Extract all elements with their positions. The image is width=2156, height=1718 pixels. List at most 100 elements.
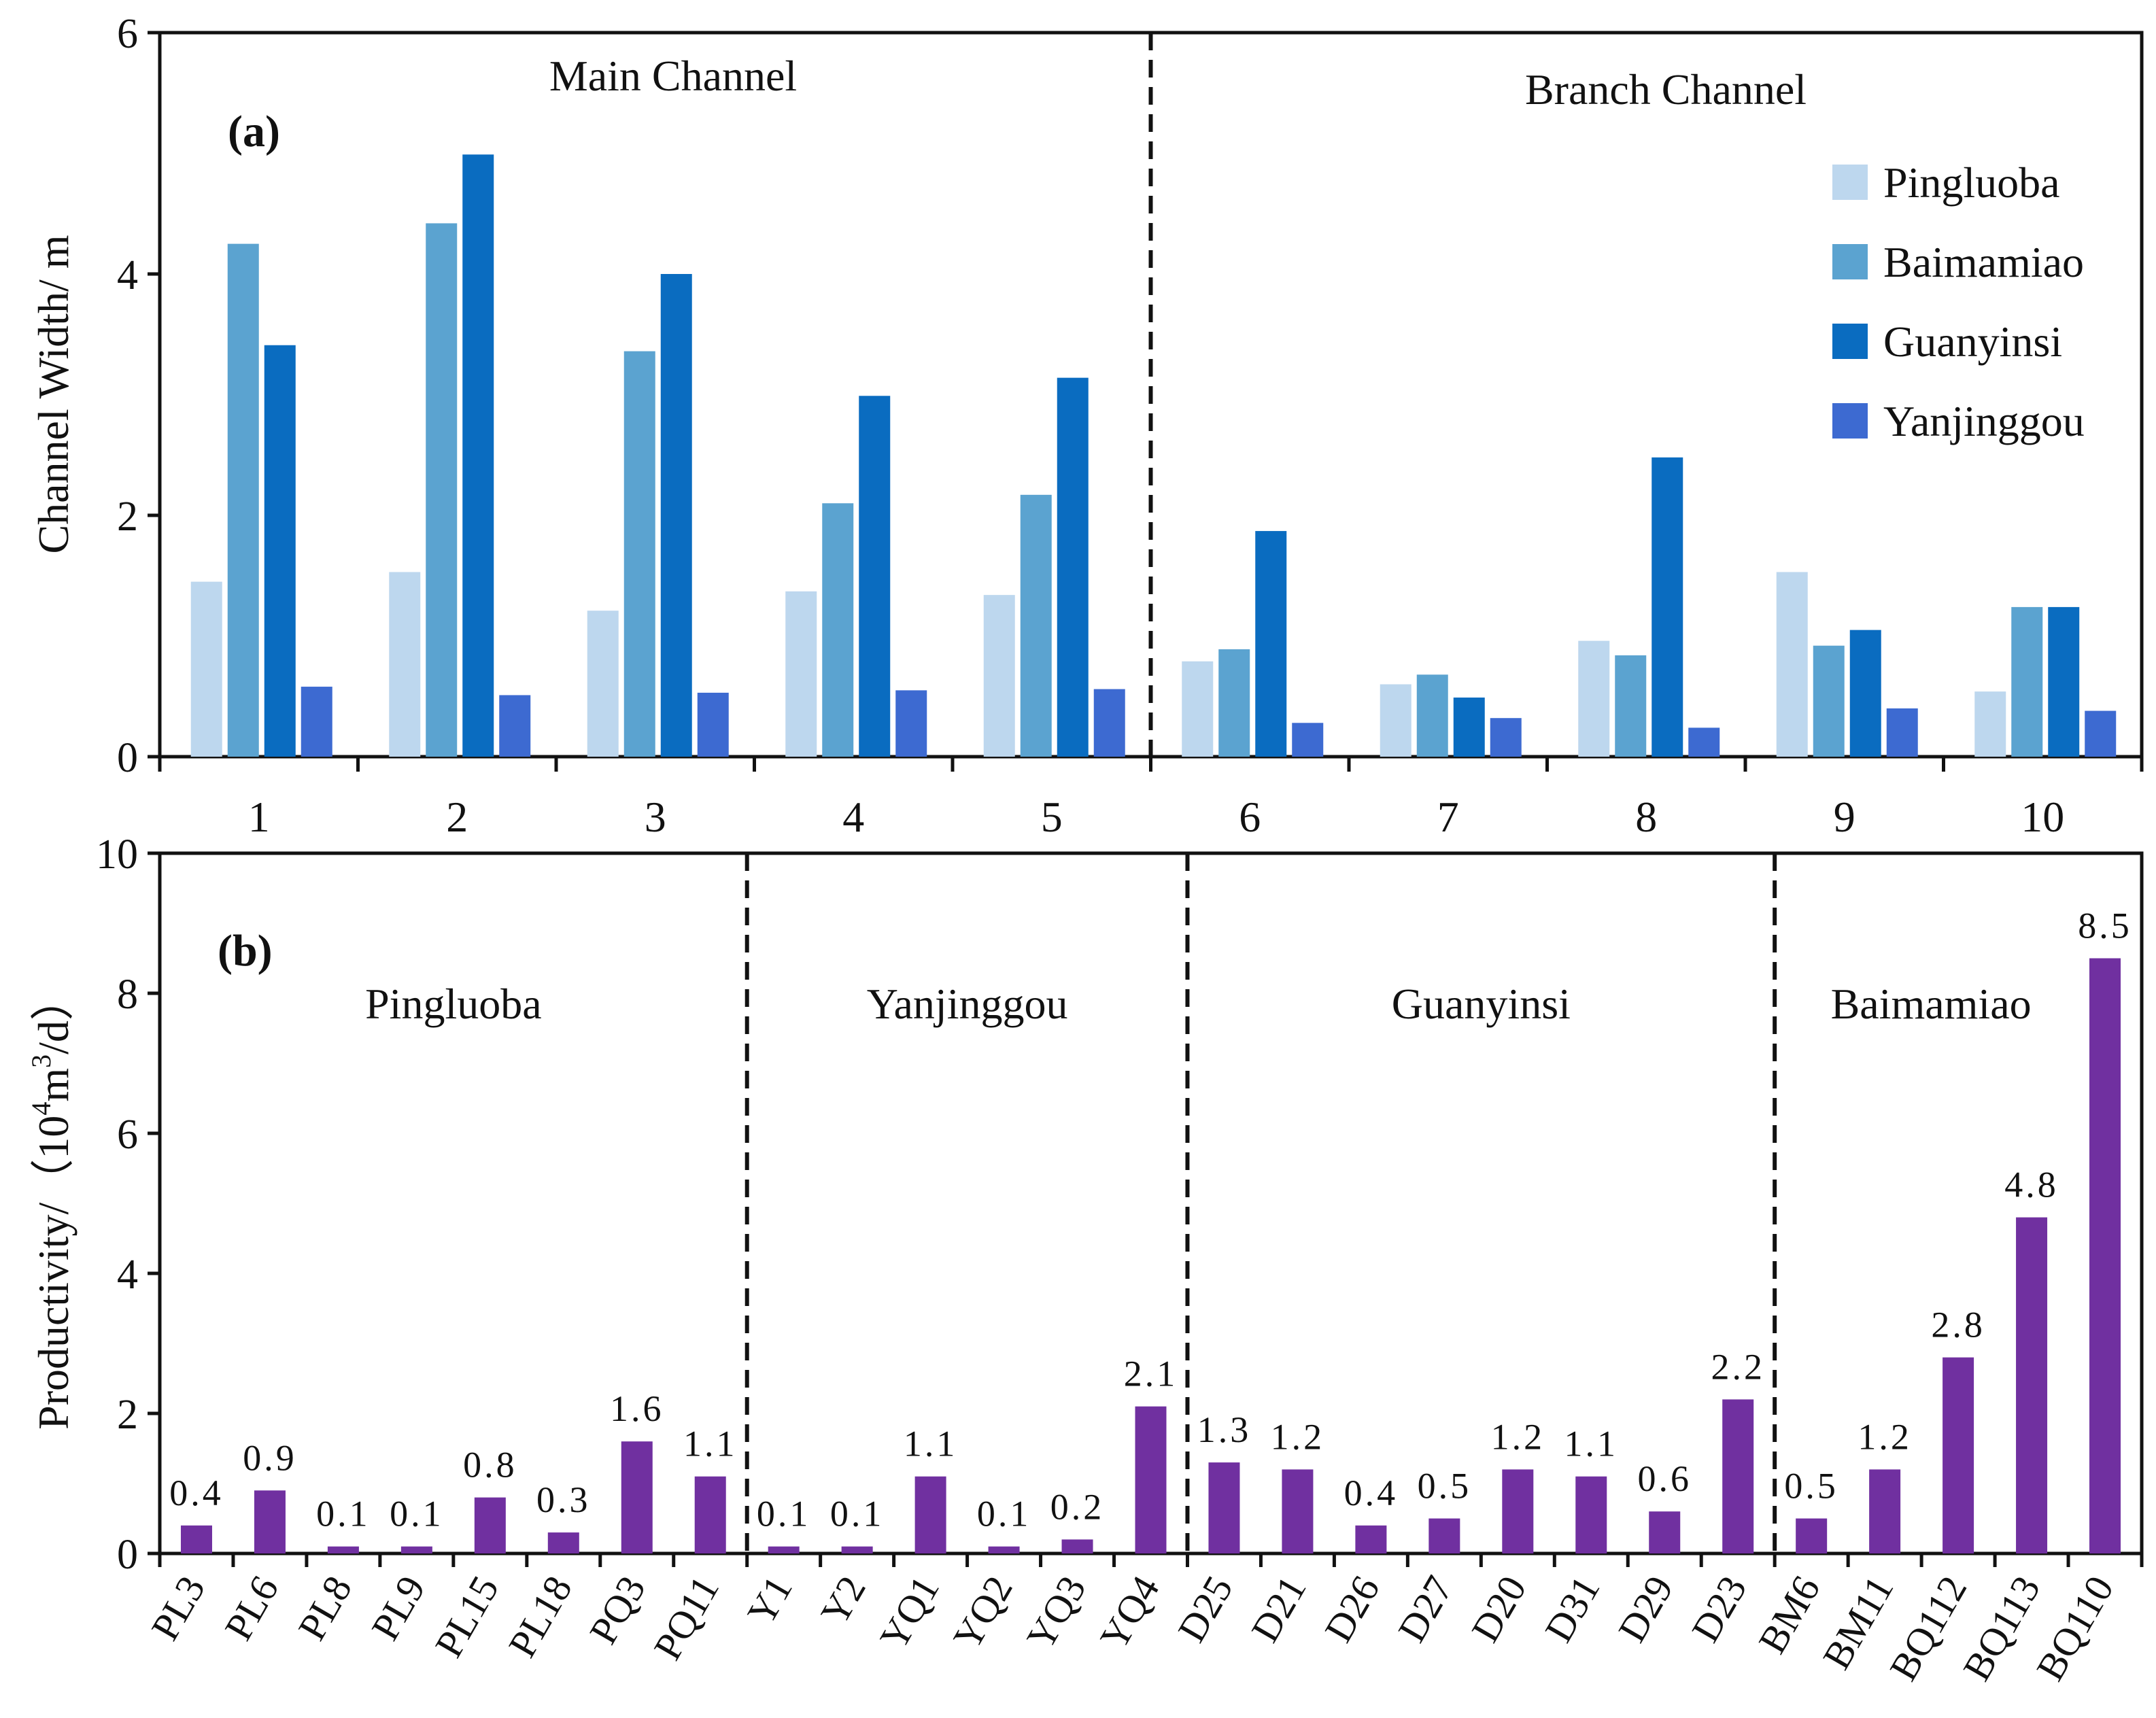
panel-a-bar-baimamiao-5 [1020,494,1052,757]
panel-b-bar-YQ3 [1061,1539,1093,1553]
panel-b-data-label-BM11: 1.2 [1858,1416,1912,1457]
panel-a-x-tick-label: 1 [248,793,270,841]
panel-b-bar-PL8 [327,1546,359,1553]
panel-a-bar-baimamiao-7 [1416,674,1448,757]
panel-b-x-tick-label-D25: D25 [1169,1568,1241,1649]
panel-b-bar-D20 [1502,1469,1534,1553]
panel-b-bar-D26 [1355,1525,1387,1553]
panel-b-y-tick-label: 2 [117,1392,138,1438]
panel-b-x-tick-label-PQ11: PQ11 [645,1568,728,1667]
panel-b-y-tick-label: 10 [96,831,138,878]
panel-b-x-tick-label-D23: D23 [1683,1568,1755,1649]
panel-b-x-tick-label-D29: D29 [1609,1568,1681,1649]
panel-a-x-tick-label: 9 [1834,793,1855,841]
legend-swatch-pingluoba [1832,165,1868,200]
panel-b-data-label-D27: 0.5 [1418,1466,1472,1507]
panel-b-data-label-YQ2: 0.1 [977,1494,1031,1534]
panel-b-data-label-D26: 0.4 [1344,1473,1399,1513]
panel-a-bar-pingluoba-5 [983,595,1015,757]
panel-a-bar-baimamiao-1 [227,243,259,757]
panel-b-bar-BM11 [1869,1469,1901,1553]
panel-b-data-label-BM6: 0.5 [1784,1466,1838,1507]
panel-b-bar-YQ4 [1135,1406,1167,1553]
panel-b-x-tick-label-PL8: PL8 [290,1568,361,1647]
panel-b-x-tick-label-PQ3: PQ3 [581,1568,654,1651]
panel-a-bar-guanyinsi-3 [660,274,692,757]
panel-a-marks: 0 2 4 6 1 2 3 4 5 6 7 8 9 10 [117,11,2144,841]
panel-b-bar-PL9 [400,1546,432,1553]
panel-b-data-label-D29: 0.6 [1637,1458,1692,1499]
panel-b-x-tick-label-PL6: PL6 [216,1568,288,1647]
panel-b-productivity-chart: 0 2 4 6 8 10 0.4 PL3 0.9 PL6 0.1 PL8 0.1 PL9 0.8 PL15 0.… [26,831,2144,1688]
panel-a-bar-yanjinggou-4 [895,690,927,757]
panel-a-bar-guanyinsi-6 [1255,531,1287,757]
panel-b-x-tick-label-YQ4: YQ4 [1091,1568,1168,1657]
panel-b-bar-PL3 [180,1525,212,1553]
panel-b-x-tick-label-YQ2: YQ2 [944,1568,1021,1657]
panel-b-data-label-BQ113: 4.8 [2004,1165,2059,1205]
panel-a-bar-pingluoba-1 [190,581,222,757]
panel-b-bar-D25 [1208,1462,1240,1553]
panel-a-y-tick-label: 6 [117,11,138,57]
panel-b-x-tick-label-PL9: PL9 [362,1568,434,1647]
panel-b-bar-D27 [1428,1518,1460,1553]
panel-b-bar-PQ3 [621,1441,653,1553]
panel-b-data-label-YQ3: 0.2 [1050,1486,1105,1527]
panel-a-y-tick-label: 0 [117,735,138,781]
panel-a-bar-pingluoba-10 [1974,691,2006,757]
panel-b-bar-D21 [1282,1469,1314,1553]
panel-a-bar-yanjinggou-6 [1292,723,1324,757]
panel-a-x-tick-label: 5 [1041,793,1063,841]
panel-b-label: (b) [218,926,273,976]
panel-b-bar-BQ112 [1943,1357,1974,1553]
legend-swatch-yanjinggou [1832,403,1868,439]
panel-a-bar-baimamiao-10 [2011,606,2043,757]
panel-b-data-label-YQ4: 2.1 [1124,1354,1178,1394]
panel-a-x-tick-label: 10 [2021,793,2064,841]
panel-b-data-label-PL9: 0.1 [390,1494,444,1534]
panel-b-bar-D29 [1649,1511,1681,1553]
panel-a-bar-pingluoba-8 [1578,640,1610,757]
panel-a-bar-pingluoba-9 [1776,572,1808,757]
panel-a-y-axis-label: Channel Width/ m [29,235,78,553]
panel-b-data-label-D23: 2.2 [1711,1346,1765,1387]
panel-b-bar-PL18 [547,1532,579,1553]
panel-a-channel-width-chart: 0 2 4 6 1 2 3 4 5 6 7 8 9 10 (a) Main Channel Branch … [29,11,2144,841]
panel-a-bar-guanyinsi-5 [1057,377,1089,757]
panel-a-bar-guanyinsi-1 [264,345,296,757]
panel-a-bar-pingluoba-6 [1182,661,1214,757]
panel-a-bar-baimamiao-6 [1218,649,1250,757]
panel-a-bar-yanjinggou-2 [499,695,531,757]
panel-b-x-tick-label-Y1: Y1 [738,1568,801,1632]
panel-b-x-tick-label-D21: D21 [1242,1568,1314,1649]
panel-a-x-tick-label: 3 [645,793,666,841]
panel-b-x-tick-label-D20: D20 [1462,1568,1535,1649]
panel-a-x-tick-label: 7 [1437,793,1459,841]
legend-label-guanyinsi: Guanyinsi [1883,317,2062,366]
panel-b-data-label-PQ3: 1.6 [610,1388,664,1429]
panel-b-data-label-PL3: 0.4 [169,1473,224,1513]
panel-a-bar-baimamiao-8 [1615,655,1647,757]
panel-b-data-label-Y1: 0.1 [757,1494,811,1534]
panel-b-x-tick-label-PL3: PL3 [143,1568,214,1647]
panel-a-bar-pingluoba-4 [785,591,817,757]
panel-b-x-tick-label-YQ1: YQ1 [871,1568,948,1657]
panel-b-y-axis-label: Productivity/（104m3/d） [26,977,78,1430]
panel-a-label: (a) [228,107,280,156]
panel-b-y-tick-label: 6 [117,1112,138,1158]
panel-a-bar-yanjinggou-3 [697,692,729,757]
legend-swatch-guanyinsi [1832,324,1868,359]
panel-a-bar-yanjinggou-10 [2085,710,2117,757]
panel-a-bar-baimamiao-3 [623,351,655,757]
panel-b-bar-BQ113 [2016,1217,2048,1553]
panel-a-legend: Pingluoba Baimamiao Guanyinsi Yanjinggou [1832,158,2085,445]
panel-b-x-tick-label-D26: D26 [1316,1568,1388,1649]
panel-b-bar-Y1 [768,1546,800,1553]
panel-a-section-branch-title: Branch Channel [1525,65,1807,114]
panel-b-data-label-BQ110: 8.5 [2078,906,2132,946]
panel-b-bar-BM6 [1796,1518,1828,1553]
panel-a-bar-baimamiao-9 [1813,645,1845,757]
panel-b-group-title-guanyinsi: Guanyinsi [1392,980,1571,1028]
panel-b-x-tick-label-BQ110: BQ110 [2027,1568,2122,1688]
